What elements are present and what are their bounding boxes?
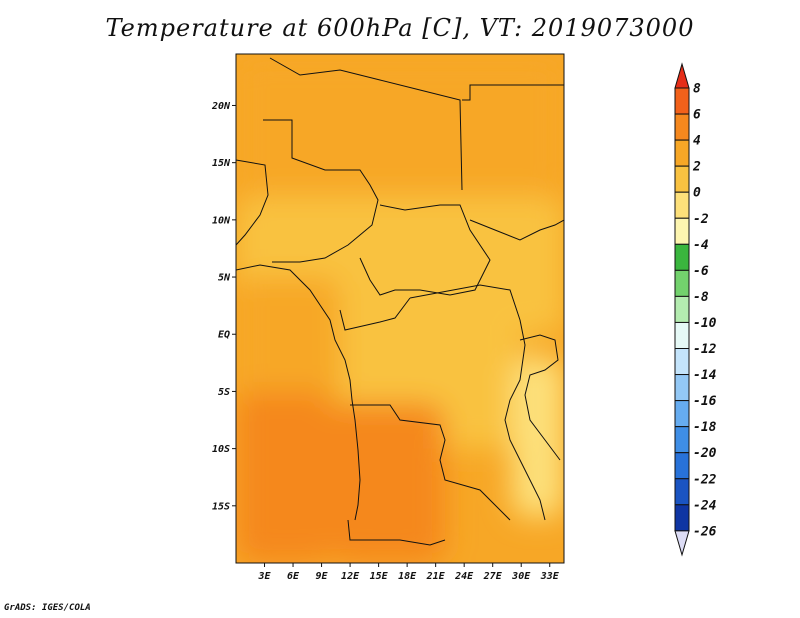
x-tick-label: 15E <box>370 571 389 582</box>
y-tick-label: 5S <box>218 387 230 398</box>
colorbar-box <box>674 426 690 454</box>
country-borders <box>236 57 564 546</box>
border-line <box>347 519 446 546</box>
colorbar-box <box>674 217 690 245</box>
y-tick-label: 10S <box>212 444 230 455</box>
x-tick-label: 3E <box>257 571 271 582</box>
field-region-south-atlantic <box>236 391 332 563</box>
colorbar-box <box>674 478 690 506</box>
x-tick-label: 30E <box>511 571 531 582</box>
colorbar-label: -8 <box>693 290 709 305</box>
colorbar-box <box>674 321 690 350</box>
x-tick-label: 18E <box>398 571 417 582</box>
colorbar-box <box>674 452 690 480</box>
colorbar-label: -16 <box>693 394 717 409</box>
colorbar-label: 0 <box>693 186 701 201</box>
border-line <box>339 297 411 331</box>
colorbar-label: 4 <box>693 134 701 149</box>
border-line <box>469 219 564 241</box>
field-region-angola <box>331 402 446 563</box>
border-line <box>504 319 546 521</box>
colorbar: 8 6 4 2 0 -2 -4 -6 -8 -10 -12 -14 -16 -18 -20 -22 -24 -26 <box>674 62 717 557</box>
colorbar-label: -10 <box>693 316 717 331</box>
colorbar-box <box>674 374 690 402</box>
border-line <box>236 159 269 246</box>
y-tick-label: 5N <box>218 273 231 284</box>
colorbar-box <box>674 191 690 219</box>
y-tick-label: 15N <box>212 158 231 169</box>
colorbar-label: -24 <box>693 498 717 513</box>
border-line <box>350 404 511 521</box>
colorbar-label: -18 <box>693 420 717 435</box>
x-tick-label: 6E <box>287 571 300 582</box>
y-tick-label: 15S <box>212 501 230 512</box>
colorbar-box <box>674 348 690 376</box>
colorbar-label: -2 <box>693 212 709 227</box>
field-region-north <box>236 54 564 197</box>
colorbar-top-arrow <box>674 62 690 89</box>
colorbar-bottom-arrow <box>674 530 690 557</box>
x-tick-label: 21E <box>426 571 446 582</box>
colorbar-label: -6 <box>693 264 709 279</box>
colorbar-label: -12 <box>693 342 717 357</box>
field-region-east-africa <box>511 357 564 518</box>
y-tick-label: 10N <box>212 215 231 226</box>
colorbar-box <box>674 295 690 323</box>
border-line <box>236 264 361 521</box>
colorbar-box <box>674 400 690 428</box>
colorbar-box <box>674 113 690 141</box>
colorbar-label: 6 <box>693 108 701 123</box>
colorbar-box <box>674 139 690 167</box>
x-tick-label: 24E <box>454 571 474 582</box>
temperature-field <box>236 54 564 563</box>
x-axis: 3E 6E 9E 12E 15E 18E 21E 24E 27E 30E 33E <box>257 563 560 582</box>
colorbar-label: 8 <box>693 82 701 97</box>
colorbar-box <box>674 243 690 271</box>
colorbar-label: -26 <box>693 524 717 539</box>
x-tick-label: 33E <box>540 571 560 582</box>
border-line <box>409 284 521 321</box>
x-tick-label: 9E <box>316 571 329 582</box>
colorbar-box <box>674 87 690 115</box>
colorbar-box <box>674 269 690 297</box>
y-tick-label: EQ <box>218 330 230 341</box>
x-tick-label: 12E <box>341 571 360 582</box>
border-line <box>519 334 561 461</box>
colorbar-label: -20 <box>693 446 717 461</box>
grads-credit: GrADS: IGES/COLA <box>4 603 91 613</box>
colorbar-label: -4 <box>693 238 709 253</box>
border-line <box>269 57 463 191</box>
chart-title: Temperature at 600hPa [C], VT: 201907300… <box>105 14 695 42</box>
colorbar-box <box>674 504 690 532</box>
y-axis: 20N 15N 10N 5N EQ 5S 10S 15S <box>211 101 236 512</box>
colorbar-label: 2 <box>692 160 701 175</box>
colorbar-label: -14 <box>693 368 717 383</box>
border-line <box>359 204 491 296</box>
x-tick-label: 27E <box>483 571 503 582</box>
colorbar-box <box>674 165 690 193</box>
border-line <box>263 119 379 263</box>
border-line <box>462 84 564 101</box>
colorbar-label: -22 <box>693 472 717 487</box>
y-tick-label: 20N <box>211 101 231 112</box>
plot-frame <box>235 53 565 564</box>
